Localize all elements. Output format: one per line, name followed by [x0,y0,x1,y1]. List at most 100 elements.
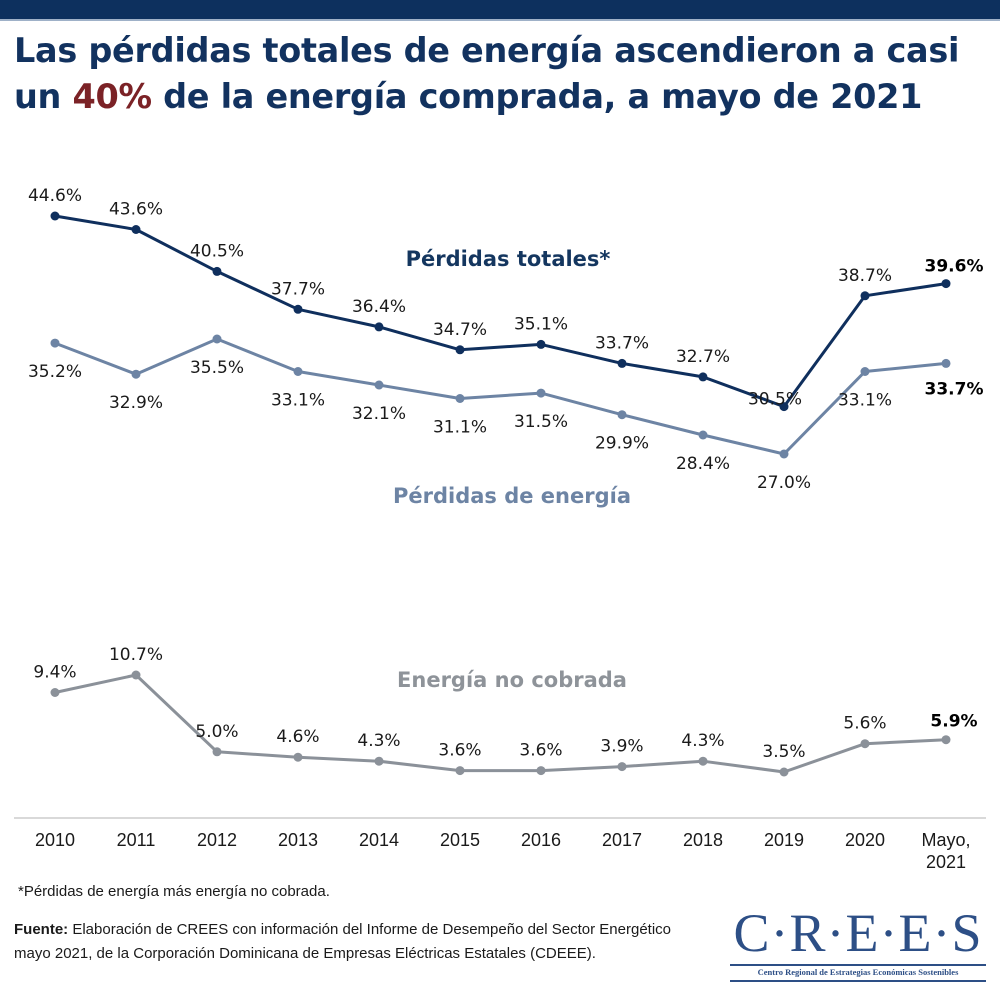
legend-perdidas-energia: Pérdidas de energía [393,484,631,508]
data-label-perdidas-totales: 33.7% [595,333,649,353]
data-label-perdidas-energia: 31.1% [433,418,487,438]
data-label-perdidas-energia: 32.1% [352,404,406,424]
data-point-energia-no-cobrada [698,756,708,766]
series-layer: 44.6% 43.6% 40.5% 37.7% 36.4% 34.7% 35.1% 33.7%… [28,186,984,777]
series-energia-no-cobrada: 9.4% 10.7% 5.0% 4.6% 4.3% 3.6% 3.6% 3.9% 4.3% 3.5… [33,645,978,777]
data-point-energia-no-cobrada [779,767,789,777]
data-label-perdidas-energia: 35.2% [28,362,82,382]
data-label-energia-no-cobrada: 5.6% [843,714,886,734]
logo-rule-bottom [730,980,986,982]
data-label-perdidas-totales: 39.6% [925,257,984,277]
data-point-perdidas-totales [293,304,303,314]
data-point-perdidas-totales [860,291,870,301]
data-point-perdidas-energia [536,388,546,398]
data-label-energia-no-cobrada: 5.0% [195,722,238,742]
footnote: *Pérdidas de energía más energía no cobr… [18,883,330,900]
data-point-perdidas-energia [293,367,303,376]
data-label-energia-no-cobrada: 4.6% [276,727,319,747]
series-perdidas-energia: 35.2% 32.9% 35.5% 33.1% 32.1% 31.1% 31.5% 29.9%… [28,334,984,493]
data-label-perdidas-energia: 27.0% [757,473,811,493]
data-label-perdidas-energia: 33.1% [838,391,892,411]
data-point-perdidas-energia [374,380,384,390]
source-text: Elaboración de CREES con información del… [14,921,671,962]
page-title: Las pérdidas totales de energía ascendie… [14,28,994,120]
data-point-perdidas-totales [536,339,546,349]
series-perdidas-totales: 44.6% 43.6% 40.5% 37.7% 36.4% 34.7% 35.1% 33.7%… [28,186,984,412]
title-text-part1: Las pérdidas totales de energía ascendie… [14,31,960,116]
data-point-energia-no-cobrada [374,756,384,766]
data-point-energia-no-cobrada [293,752,303,762]
data-point-perdidas-energia [698,430,708,440]
series-line-perdidas-energia [53,337,948,456]
data-label-perdidas-totales: 35.1% [514,314,568,334]
legend: Pérdidas totales* Pérdidas de energía En… [393,247,631,692]
x-tick-label: 2020 [845,830,885,850]
data-label-perdidas-totales: 40.5% [190,241,244,261]
data-point-perdidas-energia [860,367,870,376]
x-tick-label: 2014 [359,830,399,850]
logo-rule-top [730,964,986,966]
logo-wordmark: C·R·E·E·S [733,903,983,963]
data-point-energia-no-cobrada [131,670,141,680]
data-label-perdidas-totales: 34.7% [433,320,487,340]
data-label-perdidas-totales: 38.7% [838,266,892,286]
title-highlight: 40% [72,77,152,116]
data-label-perdidas-totales: 43.6% [109,200,163,220]
x-tick-label: 2010 [35,830,75,850]
data-label-energia-no-cobrada: 4.3% [681,731,724,751]
data-point-energia-no-cobrada [212,747,222,757]
data-label-perdidas-energia: 33.1% [271,391,325,411]
data-point-perdidas-energia [50,338,60,348]
data-label-perdidas-energia: 28.4% [676,454,730,474]
data-point-perdidas-totales [617,358,627,368]
x-tick-label: 2019 [764,830,804,850]
data-label-energia-no-cobrada: 4.3% [357,731,400,751]
x-tick-label: 2016 [521,830,561,850]
data-point-perdidas-energia [455,394,465,403]
data-label-perdidas-totales: 37.7% [271,279,325,299]
x-tick-label: 2011 [117,830,156,850]
data-label-energia-no-cobrada: 9.4% [33,663,76,683]
data-point-energia-no-cobrada [50,688,60,697]
x-tick-label: Mayo, 2021 [921,830,970,872]
data-point-energia-no-cobrada [536,766,546,776]
x-tick-label: 2017 [602,830,642,850]
data-label-energia-no-cobrada: 5.9% [930,712,977,732]
line-chart: 2010 2011 2012 2013 2014 2015 2016 2017 2018 2019… [14,186,986,872]
data-label-perdidas-totales: 32.7% [676,347,730,367]
data-label-energia-no-cobrada: 3.6% [438,741,481,761]
series-line-energia-no-cobrada [53,673,948,774]
legend-perdidas-totales: Pérdidas totales* [406,247,611,271]
data-point-energia-no-cobrada [941,735,951,745]
series-line-perdidas-totales [53,214,948,409]
data-label-perdidas-energia: 31.5% [514,412,568,432]
data-label-perdidas-energia: 32.9% [109,393,163,413]
legend-energia-no-cobrada: Energía no cobrada [397,668,627,692]
x-tick-label: 2015 [440,830,480,850]
data-label-perdidas-energia: 33.7% [925,379,984,399]
data-point-perdidas-totales [698,372,708,382]
source-label: Fuente: [14,921,69,938]
data-point-perdidas-totales [779,402,789,412]
data-point-energia-no-cobrada [860,739,870,749]
data-point-perdidas-energia [617,410,627,420]
data-point-perdidas-energia [941,358,951,368]
data-label-energia-no-cobrada: 3.5% [762,742,805,762]
data-point-perdidas-energia [779,449,789,459]
x-tick-label: 2013 [278,830,318,850]
data-point-energia-no-cobrada [617,762,627,772]
data-label-energia-no-cobrada: 10.7% [109,645,163,665]
data-point-perdidas-totales [131,225,141,234]
data-label-perdidas-totales: 30.5% [748,390,802,410]
data-point-perdidas-totales [374,322,384,332]
x-axis: 2010 2011 2012 2013 2014 2015 2016 2017 2018 2019… [14,817,986,872]
x-tick-label: 2012 [197,830,237,850]
data-point-perdidas-totales [455,345,465,355]
logo-subtitle: Centro Regional de Estrategias Económica… [757,967,959,977]
data-label-perdidas-energia: 35.5% [190,358,244,378]
crees-logo: C·R·E·E·S Centro Regional de Estrategias… [726,902,990,984]
data-label-energia-no-cobrada: 3.9% [600,737,643,757]
data-point-perdidas-energia [212,334,222,344]
data-label-perdidas-energia: 29.9% [595,434,649,454]
title-text-part2: de la energía comprada, a mayo de 2021 [151,77,923,116]
